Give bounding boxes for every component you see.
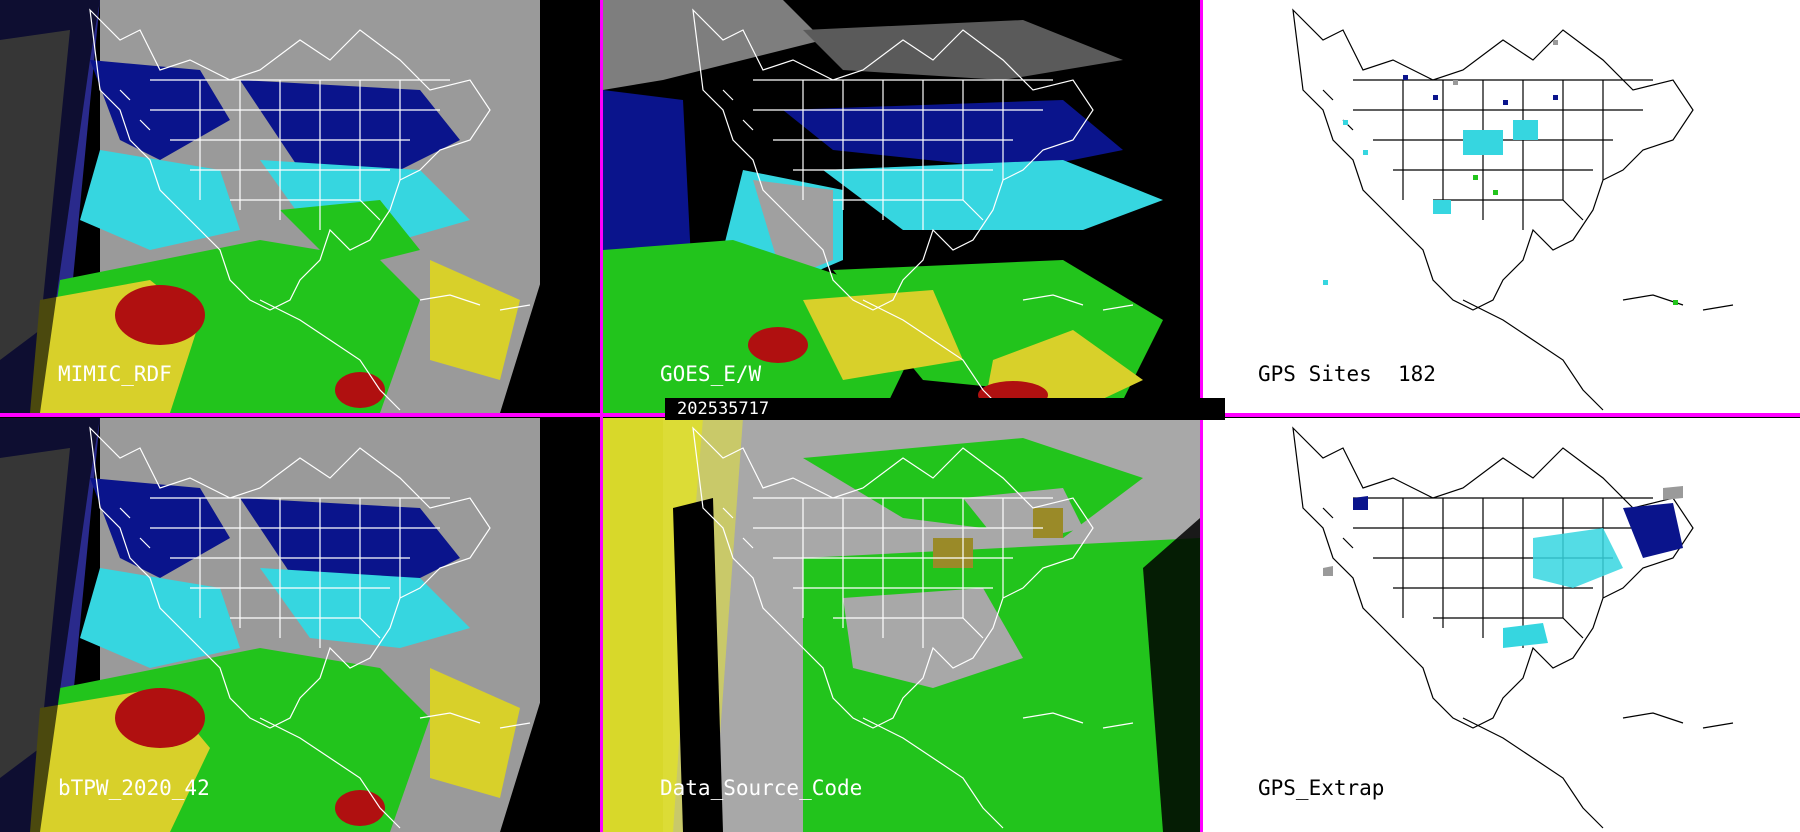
panel-label: bTPW_2020_42: [58, 776, 210, 800]
gps-extrap-areas: [1323, 486, 1683, 648]
panel-label: Data_Source_Code: [660, 776, 863, 800]
mimic-rdf-map: [0, 0, 600, 413]
panel-mimic-rdf: MIMIC_RDF: [0, 0, 600, 413]
panel-gps-extrap: GPS_Extrap: [1203, 418, 1800, 832]
gps-site-markers: [1323, 40, 1678, 305]
gps-sites-map: [1203, 0, 1800, 413]
panel-label: GOES_E/W: [660, 362, 762, 386]
btpw-map: [0, 418, 600, 832]
panel-label: MIMIC_RDF: [58, 362, 172, 386]
panel-data-source: Data_Source_Code: [603, 418, 1200, 832]
gps-sites-label: GPS Sites: [1258, 362, 1372, 386]
panel-btpw: bTPW_2020_42: [0, 418, 600, 832]
goes-ew-map: [603, 0, 1200, 413]
panel-goes-ew: GOES_E/W: [603, 0, 1200, 413]
gps-sites-count: 182: [1398, 362, 1436, 386]
data-source-map: [603, 418, 1200, 832]
timestamp-bar: 202535717: [665, 398, 1225, 420]
panel-gps-sites: GPS Sites 182: [1203, 0, 1800, 413]
gps-extrap-map: [1203, 418, 1800, 832]
panel-label: GPS_Extrap: [1258, 776, 1385, 800]
